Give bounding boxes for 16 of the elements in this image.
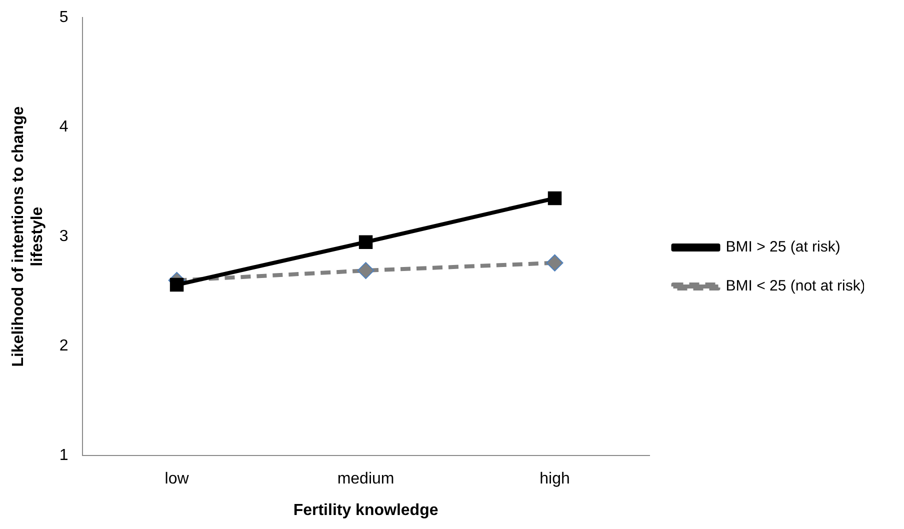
point [546, 254, 564, 272]
y-tick-label: 5 [59, 9, 68, 26]
x-tick-label: medium [337, 470, 394, 488]
legend-label: BMI > 25 (at risk) [726, 238, 840, 256]
y-tick-label: 4 [59, 118, 68, 136]
y-axis-title: Likelihood of intentions to change lifestyle [10, 106, 46, 367]
y-tick-label: 3 [59, 228, 68, 246]
y-tick-label: 2 [59, 338, 68, 355]
point [358, 235, 373, 249]
y-tick-label: 1 [59, 447, 68, 464]
x-tick-label: high [540, 470, 570, 488]
x-axis-title: Fertility knowledge [293, 502, 438, 519]
x-tick-label: low [164, 470, 190, 488]
point [170, 278, 184, 292]
point [548, 191, 562, 206]
point [357, 262, 374, 280]
